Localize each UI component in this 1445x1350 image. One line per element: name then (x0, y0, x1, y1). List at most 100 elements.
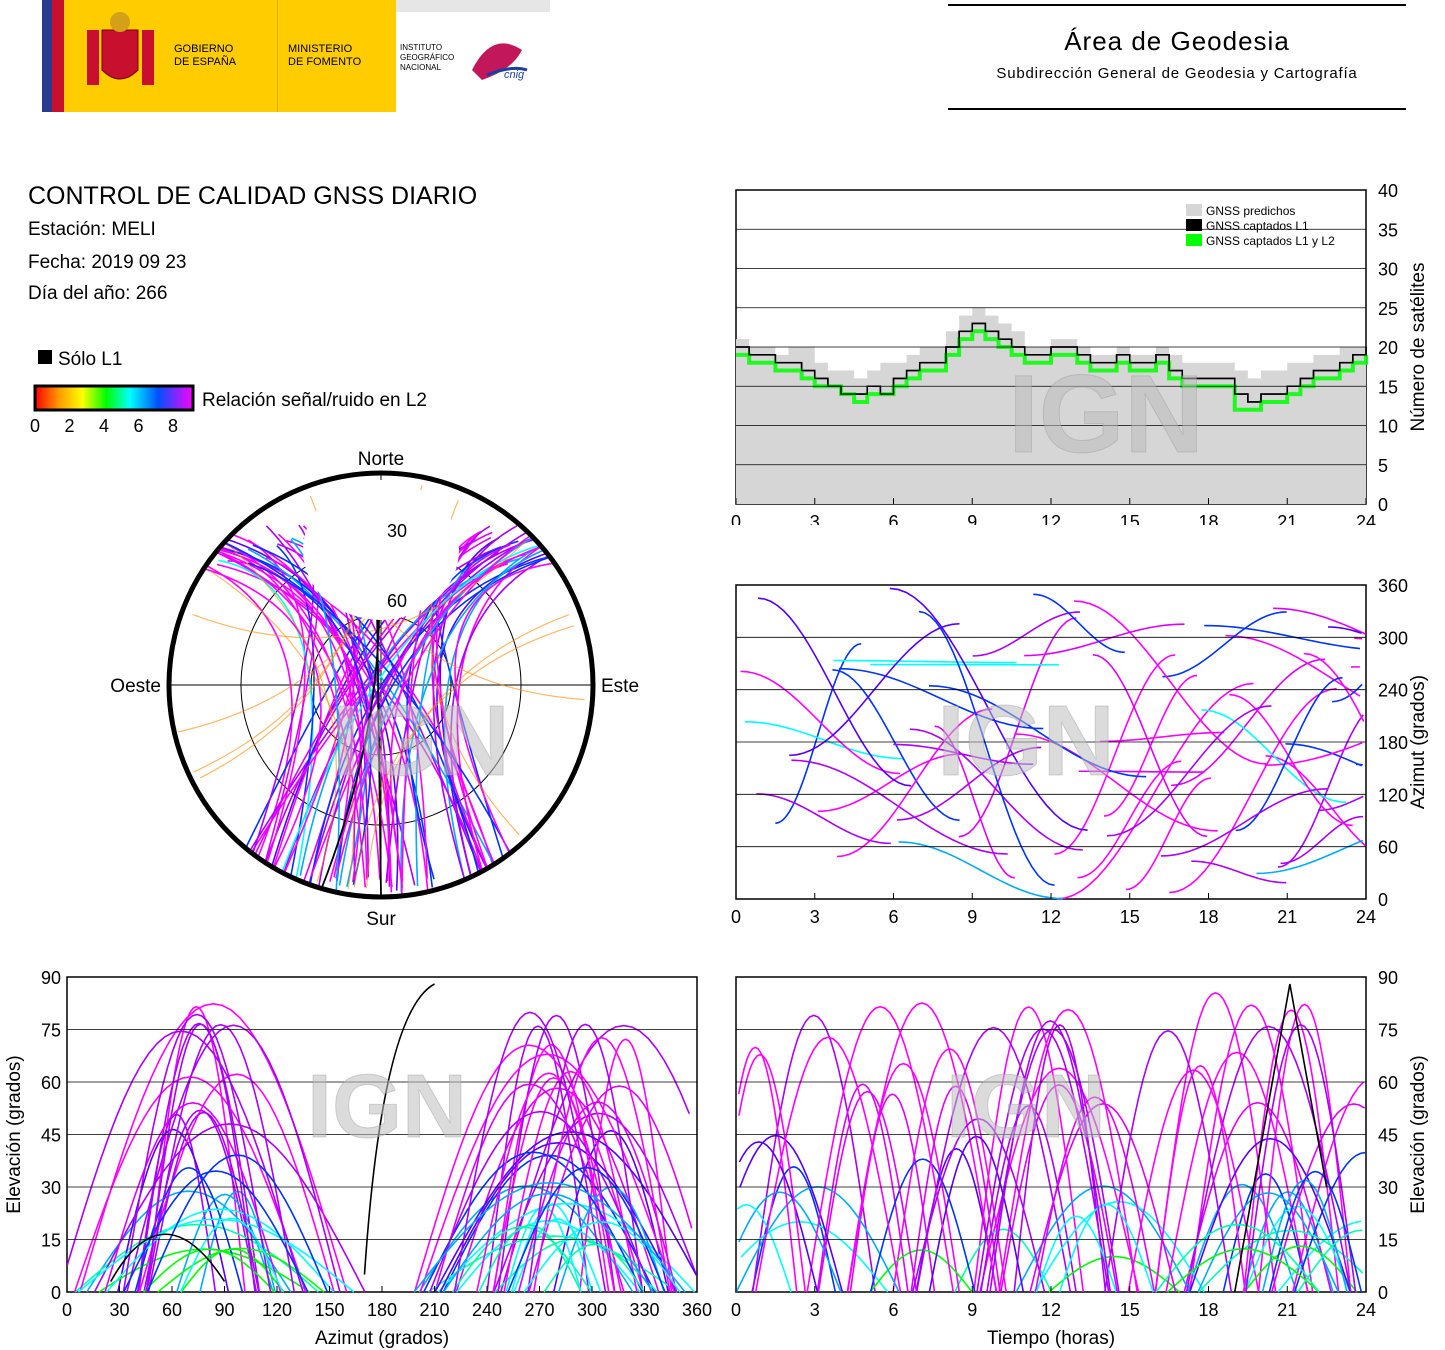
azimuth-track (1303, 652, 1365, 722)
elevation-track (989, 1020, 1112, 1293)
elevation-azimuth-chart: 0 15 30 45 60 75 90 0 30 60 90 120 150 180 210 240 270 30… (4, 968, 712, 1349)
satellite-track (439, 537, 500, 878)
azimuth-track (1225, 634, 1361, 697)
elevation-track (434, 1131, 698, 1293)
elevation-track (497, 1014, 616, 1293)
elevation-track (1029, 1102, 1177, 1293)
coat-of-arms-icon (87, 12, 154, 85)
azimuth-track (1162, 611, 1287, 678)
ministry-label-1: MINISTERIO (288, 43, 353, 55)
snr-tick-label: 2 (64, 416, 74, 436)
azimuth-track (1256, 839, 1364, 875)
x-tick-label: 18 (1198, 1300, 1218, 1320)
y-tick-label: 15 (41, 1231, 61, 1251)
elevation-track (754, 1036, 902, 1293)
azimuth-track (817, 753, 961, 813)
azimuth-track (898, 841, 1063, 900)
elevation-track (122, 1013, 272, 1293)
y-axis-label: Elevación (grados) (4, 1055, 25, 1213)
x-tick-label: 0 (731, 1300, 741, 1320)
azimuth-track (744, 720, 905, 760)
elevation-track (453, 1011, 607, 1293)
azimuth-track (928, 685, 1147, 778)
x-tick-label: 3 (810, 1300, 820, 1320)
y-tick-label: 5 (1378, 456, 1388, 476)
x-tick-label: 0 (62, 1300, 72, 1320)
elevation-track (1154, 991, 1277, 1293)
azimuth-track (893, 743, 1034, 766)
elevation-track (507, 1166, 666, 1293)
y-tick-label: 45 (1378, 1126, 1398, 1146)
elevation-track (869, 1249, 973, 1293)
elevation-track (736, 1204, 792, 1293)
satellite-track (210, 571, 355, 889)
satellite-track (180, 525, 525, 879)
satellite-track (282, 535, 550, 876)
elevation-track (1244, 1205, 1351, 1293)
satellite-track (431, 544, 511, 876)
doy-label: Día del año: 266 (28, 283, 168, 304)
elevation-track (419, 1053, 675, 1293)
x-tick-label: 21 (1277, 512, 1297, 525)
x-tick-label: 9 (967, 1300, 977, 1320)
azimuth-track (757, 597, 912, 787)
x-axis-label: Tiempo (horas) (987, 1328, 1115, 1349)
elevation-track (442, 1192, 654, 1293)
elevation-track (532, 1036, 671, 1293)
y-axis-label: Número de satélites (1408, 263, 1429, 432)
satellite-track (274, 542, 547, 889)
gov-label-2: DE ESPAÑA (174, 55, 237, 68)
azimuth-track (1235, 676, 1343, 832)
elevation-track (1035, 1215, 1117, 1293)
elevation-track (1270, 1103, 1366, 1293)
elevation-azimuth-tracks (66, 983, 698, 1293)
elevation-track (427, 1235, 678, 1293)
azimuth-track (1328, 626, 1362, 635)
y-tick-label: 90 (41, 968, 61, 988)
y-tick-label: 25 (1378, 299, 1398, 319)
elevation-track (146, 1005, 246, 1293)
ministry-label-2: DE FOMENTO (288, 56, 362, 68)
x-tick-label: 0 (731, 512, 741, 525)
elevation-track (816, 1083, 909, 1293)
azimuth-track (1204, 624, 1361, 650)
elevation-track (137, 1022, 261, 1293)
y-tick-label: 45 (41, 1126, 61, 1146)
ign-watermark: IGN (332, 685, 510, 797)
l1-only-track (363, 983, 435, 1275)
elevation-track (505, 1206, 582, 1293)
x-tick-label: 21 (1277, 907, 1297, 927)
satellite-track (255, 546, 502, 887)
label-south: Sur (366, 909, 396, 930)
header-logos: GOBIERNO DE ESPAÑA MINISTERIO DE FOMENTO… (42, 0, 550, 112)
y-tick-label: 90 (1378, 968, 1398, 988)
elevation-track (738, 1141, 819, 1293)
svg-text:cnig: cnig (504, 69, 525, 81)
azimuth-track (1170, 658, 1326, 787)
elevation-track (1268, 1170, 1363, 1293)
ign-watermark: IGN (946, 1057, 1106, 1157)
azimuth-track (1033, 593, 1125, 654)
azimuth-track (1014, 733, 1218, 832)
satellite-track (230, 546, 337, 882)
x-tick-label: 150 (314, 1300, 344, 1320)
legend-label: GNSS captados L1 y L2 (1206, 234, 1335, 248)
x-tick-label: 18 (1198, 907, 1218, 927)
elevation-track (980, 1104, 1077, 1293)
x-tick-label: 210 (419, 1300, 449, 1320)
elevation-track (910, 1085, 1001, 1293)
y-axis-label: Elevación (grados) (1408, 1055, 1429, 1213)
y-tick-label: 75 (41, 1021, 61, 1041)
x-tick-label: 6 (888, 907, 898, 927)
y-tick-label: 60 (1378, 838, 1398, 858)
legend-swatch (1186, 234, 1202, 246)
x-tick-label: 24 (1356, 907, 1376, 927)
azimuth-track (1099, 731, 1225, 743)
y-tick-label: 30 (1378, 1178, 1398, 1198)
x-tick-label: 240 (472, 1300, 502, 1320)
azimuth-track (1169, 687, 1337, 894)
azimuth-track (1056, 682, 1254, 900)
elevation-track (817, 1090, 918, 1293)
azimuth-track (1160, 787, 1328, 857)
elevation-track (478, 1224, 582, 1293)
